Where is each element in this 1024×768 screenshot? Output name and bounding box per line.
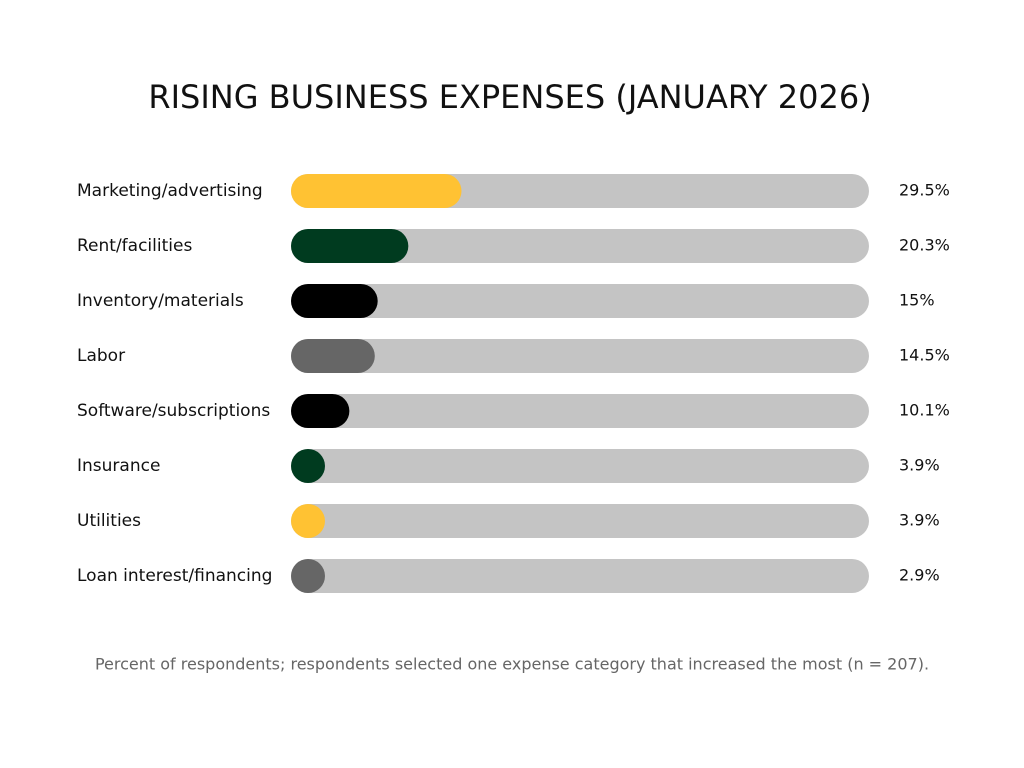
bar xyxy=(291,449,325,483)
category-label: Insurance xyxy=(77,456,160,476)
value-label: 3.9% xyxy=(899,456,940,475)
chart-title: RISING BUSINESS EXPENSES (JANUARY 2026) xyxy=(148,78,871,116)
bar xyxy=(291,559,325,593)
value-label: 20.3% xyxy=(899,236,950,255)
bar-track xyxy=(291,339,869,373)
category-label: Inventory/materials xyxy=(77,291,244,311)
category-label: Utilities xyxy=(77,511,141,531)
bar xyxy=(291,339,375,373)
bar-track xyxy=(291,559,869,593)
bar xyxy=(291,504,325,538)
bar-track xyxy=(291,504,869,538)
value-label: 15% xyxy=(899,291,935,310)
value-label: 2.9% xyxy=(899,566,940,585)
bar xyxy=(291,394,350,428)
bar xyxy=(291,174,462,208)
value-label: 10.1% xyxy=(899,401,950,420)
category-label: Marketing/advertising xyxy=(77,181,263,201)
value-label: 14.5% xyxy=(899,346,950,365)
bar xyxy=(291,229,409,263)
category-label: Labor xyxy=(77,346,125,366)
category-label: Rent/facilities xyxy=(77,236,192,256)
value-label: 29.5% xyxy=(899,181,950,200)
bar-track xyxy=(291,229,869,263)
bar-track xyxy=(291,284,869,318)
bar xyxy=(291,284,378,318)
category-label: Loan interest/financing xyxy=(77,566,272,586)
footnote: Percent of respondents; respondents sele… xyxy=(95,655,929,674)
bar-track xyxy=(291,394,869,428)
value-label: 3.9% xyxy=(899,511,940,530)
bar-track xyxy=(291,449,869,483)
category-label: Software/subscriptions xyxy=(77,401,270,421)
